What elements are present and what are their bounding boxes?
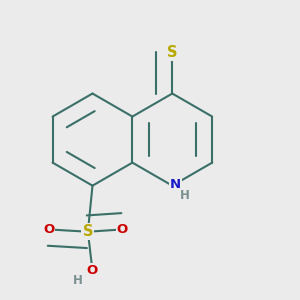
Text: S: S — [167, 45, 178, 60]
Text: O: O — [117, 223, 128, 236]
Text: S: S — [82, 224, 93, 239]
Text: O: O — [87, 264, 98, 278]
Text: H: H — [73, 274, 83, 287]
Text: O: O — [43, 223, 54, 236]
Text: H: H — [180, 189, 190, 202]
Text: N: N — [170, 178, 181, 191]
